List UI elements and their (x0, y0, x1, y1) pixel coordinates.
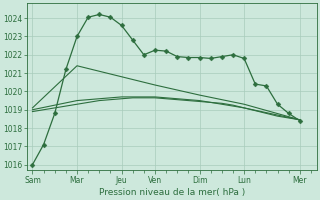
X-axis label: Pression niveau de la mer( hPa ): Pression niveau de la mer( hPa ) (99, 188, 245, 197)
